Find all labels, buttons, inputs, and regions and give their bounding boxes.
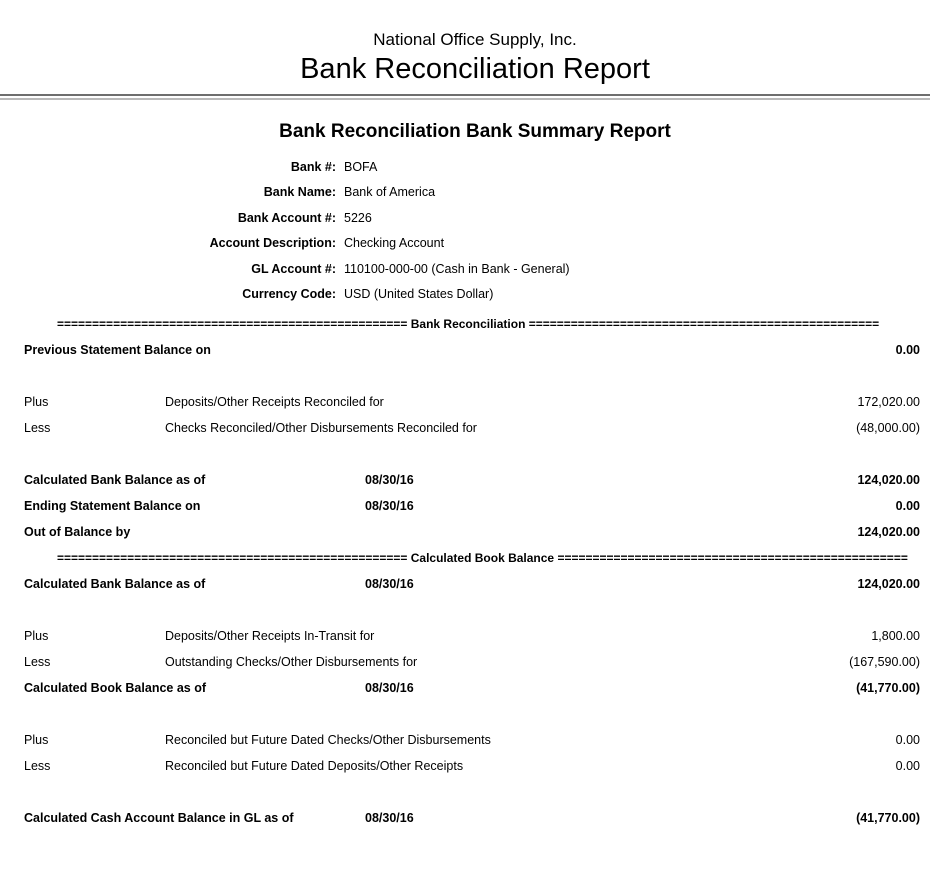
report-row: Plus Deposits/Other Receipts Reconciled f… xyxy=(0,389,950,415)
header-divider-line-top xyxy=(0,94,930,96)
row-date: 08/30/16 xyxy=(365,473,414,487)
row-amount: 124,020.00 xyxy=(857,525,920,539)
row-prefix: Plus xyxy=(24,395,49,409)
row-amount: (48,000.00) xyxy=(856,421,920,435)
row-label: Calculated Bank Balance as of xyxy=(24,577,206,591)
report-row: Less Reconciled but Future Dated Deposits… xyxy=(0,753,950,779)
report-row: Calculated Cash Account Balance in GL as… xyxy=(0,805,950,831)
summary-report-title: Bank Reconciliation Bank Summary Report xyxy=(279,121,671,142)
header-divider-line xyxy=(0,94,930,100)
bank-info-label: Bank #: xyxy=(290,159,336,174)
row-amount: 172,020.00 xyxy=(857,395,920,409)
row-prefix: Plus xyxy=(24,733,49,747)
row-label: Ending Statement Balance on xyxy=(24,499,201,513)
report-row: Plus Reconciled but Future Dated Checks/O… xyxy=(0,727,950,753)
bank-info-value: 5226 xyxy=(344,210,372,225)
spacer-row xyxy=(0,441,950,467)
row-amount: (41,770.00) xyxy=(856,681,920,695)
row-prefix: Less xyxy=(24,655,51,669)
report-row: Plus Deposits/Other Receipts In-Transit f… xyxy=(0,623,950,649)
section-divider: ========================================… xyxy=(0,311,950,337)
report-row: Less Outstanding Checks/Other Disbursemen… xyxy=(0,649,950,675)
row-amount: 124,020.00 xyxy=(857,473,920,487)
report-body: ========================================… xyxy=(0,311,950,831)
bank-info-row: GL Account #: 110100-000-00 (Cash in Bank… xyxy=(0,256,950,282)
page-title: Bank Reconciliation Report xyxy=(300,53,650,85)
row-description: Checks Reconciled/Other Disbursements Re… xyxy=(165,421,477,435)
row-label: Previous Statement Balance on xyxy=(24,343,211,357)
row-amount: 0.00 xyxy=(895,733,920,747)
row-prefix: Plus xyxy=(24,629,49,643)
spacer-row xyxy=(0,597,950,623)
section-divider-text: ========================================… xyxy=(57,551,908,565)
bank-info-value: 110100-000-00 (Cash in Bank - General) xyxy=(344,261,570,276)
report-row: Less Checks Reconciled/Other Disbursement… xyxy=(0,415,950,441)
row-amount: (167,590.00) xyxy=(849,655,920,669)
bank-info-label: Account Description: xyxy=(209,236,336,251)
section-divider-text: ========================================… xyxy=(57,317,880,331)
row-description: Reconciled but Future Dated Deposits/Oth… xyxy=(165,759,464,773)
report-row: Ending Statement Balance on 08/30/16 0.00 xyxy=(0,493,950,519)
bank-info-label: Currency Code: xyxy=(242,287,336,302)
bank-info-row: Bank Name: Bank of America xyxy=(0,180,950,206)
row-amount: 0.00 xyxy=(895,343,920,357)
bank-info-value: BOFA xyxy=(344,159,378,174)
bank-info-label: Bank Name: xyxy=(263,185,336,200)
spacer-row xyxy=(0,701,950,727)
row-amount: 0.00 xyxy=(895,499,920,513)
spacer-row xyxy=(0,779,950,805)
bank-info-row: Currency Code: USD (United States Dollar) xyxy=(0,282,950,308)
report-row: Calculated Bank Balance as of 08/30/16 124… xyxy=(0,571,950,597)
report-row: Calculated Bank Balance as of 08/30/16 124… xyxy=(0,467,950,493)
bank-info-value: USD (United States Dollar) xyxy=(344,287,494,302)
spacer-row xyxy=(0,363,950,389)
report-row: Calculated Book Balance as of 08/30/16 (41… xyxy=(0,675,950,701)
bank-info-value: Bank of America xyxy=(344,185,436,200)
row-amount: 0.00 xyxy=(895,759,920,773)
row-amount: 1,800.00 xyxy=(871,629,920,643)
row-date: 08/30/16 xyxy=(365,577,414,591)
row-amount: (41,770.00) xyxy=(856,811,920,825)
row-description: Deposits/Other Receipts Reconciled for xyxy=(165,395,384,409)
row-description: Outstanding Checks/Other Disbursements f… xyxy=(165,655,418,669)
company-name: National Office Supply, Inc. xyxy=(373,30,577,49)
report-row: Out of Balance by 124,020.00 xyxy=(0,519,950,545)
row-label: Calculated Cash Account Balance in GL as… xyxy=(24,811,294,825)
report-row: Previous Statement Balance on 0.00 xyxy=(0,337,950,363)
bank-info-row: Account Description: Checking Account xyxy=(0,231,950,257)
row-amount: 124,020.00 xyxy=(857,577,920,591)
row-description: Deposits/Other Receipts In-Transit for xyxy=(165,629,375,643)
row-label: Calculated Bank Balance as of xyxy=(24,473,206,487)
header-divider-line-bottom xyxy=(0,98,930,100)
bank-info-row: Bank #: BOFA xyxy=(0,154,950,180)
bank-info-label: GL Account #: xyxy=(251,261,336,276)
row-date: 08/30/16 xyxy=(365,811,414,825)
row-label: Out of Balance by xyxy=(24,525,131,539)
bank-info-value: Checking Account xyxy=(344,236,445,251)
row-description: Reconciled but Future Dated Checks/Other… xyxy=(165,733,491,747)
row-label: Calculated Book Balance as of xyxy=(24,681,207,695)
section-divider: ========================================… xyxy=(0,545,950,571)
bank-info-block: Bank #: BOFA Bank Name: Bank of America Bank… xyxy=(0,154,950,307)
bank-info-label: Bank Account #: xyxy=(237,210,336,225)
row-date: 08/30/16 xyxy=(365,499,414,513)
row-date: 08/30/16 xyxy=(365,681,414,695)
row-prefix: Less xyxy=(24,421,51,435)
bank-info-row: Bank Account #: 5226 xyxy=(0,205,950,231)
row-prefix: Less xyxy=(24,759,51,773)
